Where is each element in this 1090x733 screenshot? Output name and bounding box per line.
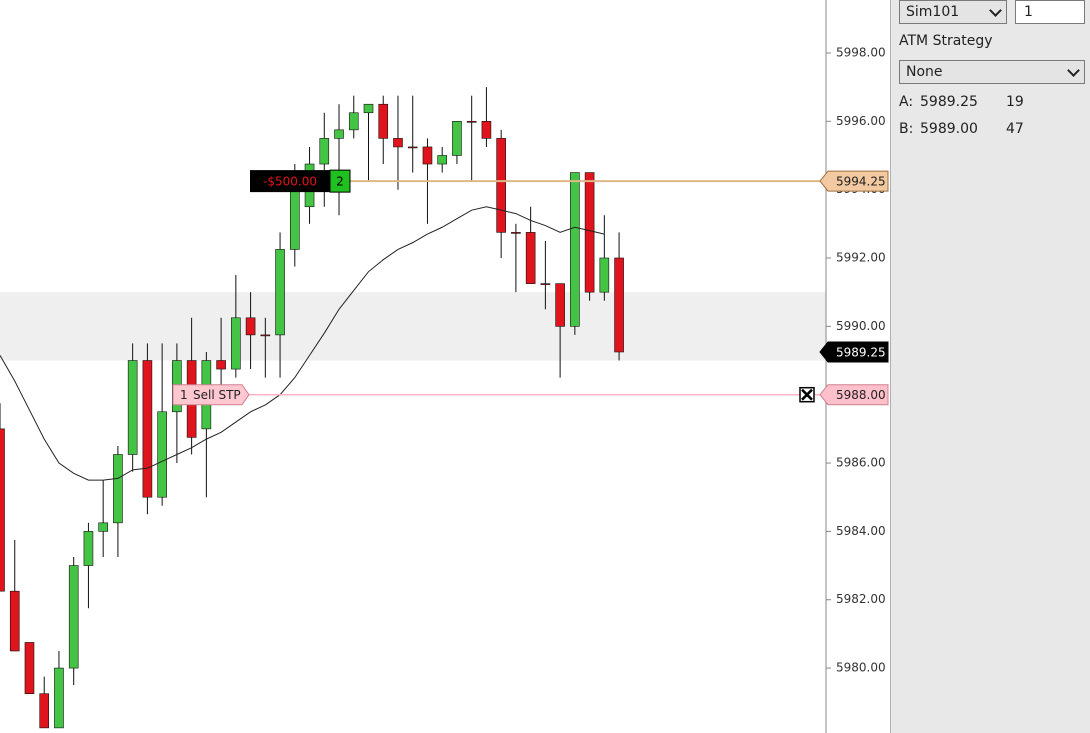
candle-body (245, 317, 256, 336)
candle-body (24, 642, 35, 695)
candle-body (68, 565, 79, 669)
y-tick-label: 5982.00 (836, 592, 886, 606)
candle-body (437, 155, 448, 165)
candle-body (481, 121, 492, 139)
candle-body (289, 189, 300, 250)
ask-label: A: (899, 94, 914, 110)
y-tick-label: 5980.00 (836, 661, 886, 675)
quantity: 1 (1024, 4, 1033, 20)
candle-body (407, 146, 418, 149)
position-quantity: 2 (336, 175, 344, 189)
candle-body (113, 454, 123, 524)
candle-body (540, 283, 551, 285)
price-marker (819, 170, 889, 192)
pnl-box (250, 170, 330, 193)
y-tick-label: 5998.00 (836, 45, 886, 59)
candle-body (231, 317, 241, 370)
candle-body (422, 146, 433, 165)
y-tick-label: 5984.00 (836, 524, 886, 538)
candle-body (39, 693, 50, 729)
candle-body (393, 138, 403, 148)
candle-body (260, 334, 271, 337)
price-marker (819, 341, 889, 363)
ask-size: 19 (1006, 94, 1024, 110)
candle-body (570, 172, 580, 327)
candle-body (348, 112, 359, 131)
candle-body (216, 360, 226, 370)
candle-body (525, 232, 536, 284)
candle-body (511, 232, 521, 234)
account-select[interactable]: Sim101 (899, 0, 1007, 24)
shaded-zone (0, 292, 826, 361)
quantity-input[interactable]: 1 (1015, 0, 1085, 24)
candle-body (452, 121, 462, 156)
price-marker-label: 5994.25 (836, 175, 886, 189)
candle-body (614, 257, 624, 353)
cancel-x (801, 388, 813, 401)
candle-body (0, 428, 5, 592)
candle-body (466, 121, 477, 123)
y-tick-label: 5990.00 (836, 319, 886, 333)
stop-quantity: 1 (180, 388, 188, 402)
quantity-box (329, 169, 351, 193)
bid-size: 47 (1006, 121, 1024, 137)
bid-price: 5989.00 (920, 121, 978, 137)
candle-body (584, 172, 595, 293)
chart: 5980.00 5982.00 5984.00 5986.00 5988.00 5990.… (0, 0, 889, 733)
candle-body (599, 257, 610, 293)
ask-price: 5989.25 (920, 94, 978, 110)
stop-order-tag (172, 384, 250, 406)
cancel-order-button[interactable] (799, 386, 815, 403)
bid-label: B: (899, 121, 914, 137)
atm-select[interactable]: None (899, 60, 1085, 84)
candle-body (127, 360, 138, 455)
candle-body (142, 360, 153, 498)
candle-body (334, 129, 344, 139)
stop-type: Sell STP (193, 388, 241, 402)
candle-body (555, 283, 565, 327)
price-marker-label: 5988.00 (836, 388, 886, 402)
y-tick-label: 5992.00 (836, 251, 886, 265)
candle-body (275, 249, 285, 336)
candle-body (496, 138, 506, 233)
candle-body (319, 138, 330, 165)
candle-body (83, 531, 94, 566)
y-tick-label: 5996.00 (836, 114, 886, 128)
candle-body (9, 590, 20, 652)
candle-body (363, 103, 374, 114)
candle-body (157, 411, 167, 498)
candle-body (378, 103, 389, 139)
moving-average (0, 206, 605, 481)
y-tick-label: 5986.00 (836, 456, 886, 470)
candle-body (98, 522, 108, 532)
atm-title: ATM Strategy (899, 33, 993, 49)
price-marker (819, 384, 889, 406)
order-panel: Sim101 1 ATM Strategy None A: 5989.25 19… (890, 0, 1090, 733)
price-marker-label: 5989.25 (836, 345, 886, 359)
pnl-label: -$500.00 (263, 175, 317, 189)
candle-body (54, 667, 64, 729)
